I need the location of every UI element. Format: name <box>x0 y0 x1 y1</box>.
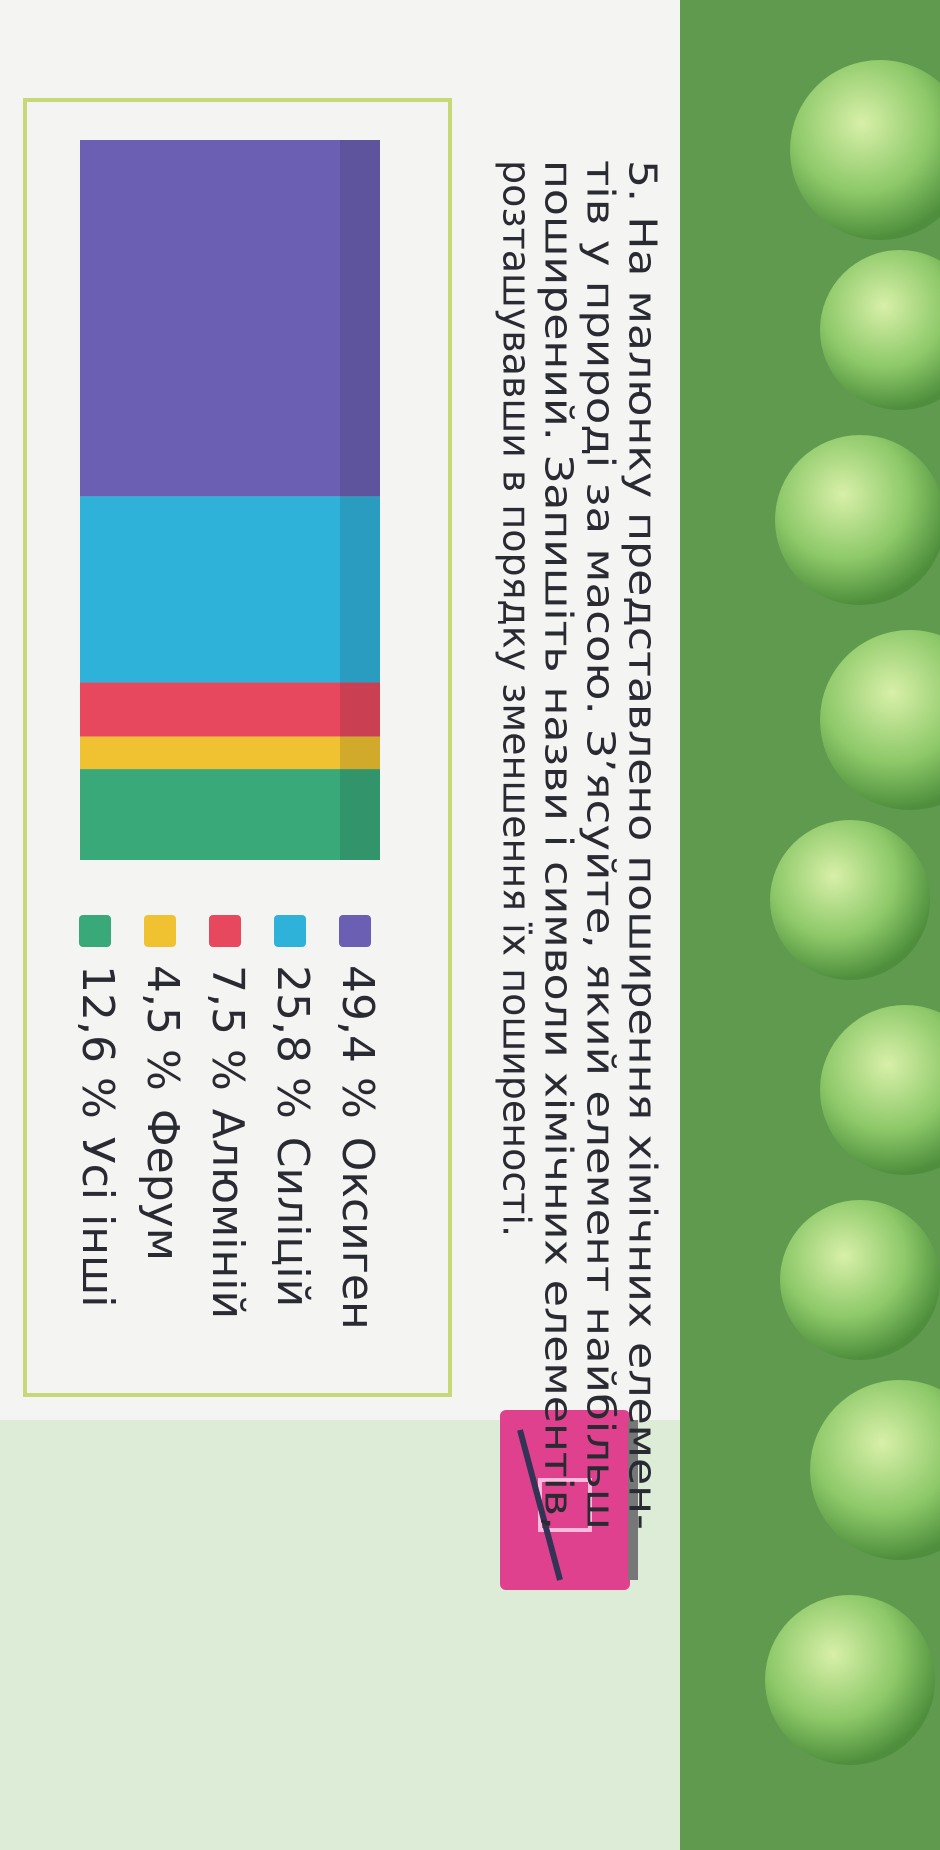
question-line: тів у природі за масою. З’ясуйте, який е… <box>579 160 623 1530</box>
plant-background <box>765 60 940 1765</box>
question-line: 5. На малюнку представлено поширення хім… <box>621 160 665 1530</box>
legend-name: Ферум <box>137 1109 188 1261</box>
bar-segment <box>80 140 380 497</box>
legend-name: Алюміній <box>202 1109 253 1319</box>
notebook-icon <box>500 1410 638 1590</box>
legend-swatch <box>339 915 371 947</box>
legend-label: 12,6 % Усі інші <box>72 965 123 1307</box>
legend-value: 12,6 % <box>72 965 123 1119</box>
legend-swatch <box>209 915 241 947</box>
frame <box>23 98 452 1397</box>
bar-segment <box>80 769 380 861</box>
legend-swatch <box>274 915 306 947</box>
legend-label: 7,5 % Алюміній <box>202 965 253 1319</box>
bar-segment <box>80 496 380 683</box>
legend-value: 7,5 % <box>202 965 253 1091</box>
legend-swatch <box>79 915 111 947</box>
page-content: 5. На малюнку представлено поширення хім… <box>0 0 680 1850</box>
bar-segment <box>80 682 380 737</box>
legend-label: 25,8 % Силіцій <box>267 965 318 1307</box>
legend-value: 4,5 % <box>137 965 188 1091</box>
legend-label: 49,4 % Оксиген <box>332 965 383 1330</box>
legend-value: 49,4 % <box>332 965 383 1119</box>
legend-name: Оксиген <box>332 1137 383 1330</box>
legend-label: 4,5 % Ферум <box>137 965 188 1261</box>
question-line: розташувавши в порядку зменшення їх поши… <box>495 160 539 1237</box>
bar-segment <box>80 736 380 770</box>
legend-name: Усі інші <box>72 1137 123 1308</box>
legend-name: Силіцій <box>267 1137 318 1307</box>
question-line: поширений. Запишіть назви і символи хімі… <box>537 160 581 1530</box>
legend-swatch <box>144 915 176 947</box>
legend-value: 25,8 % <box>267 965 318 1119</box>
bar-top-face <box>340 140 380 860</box>
